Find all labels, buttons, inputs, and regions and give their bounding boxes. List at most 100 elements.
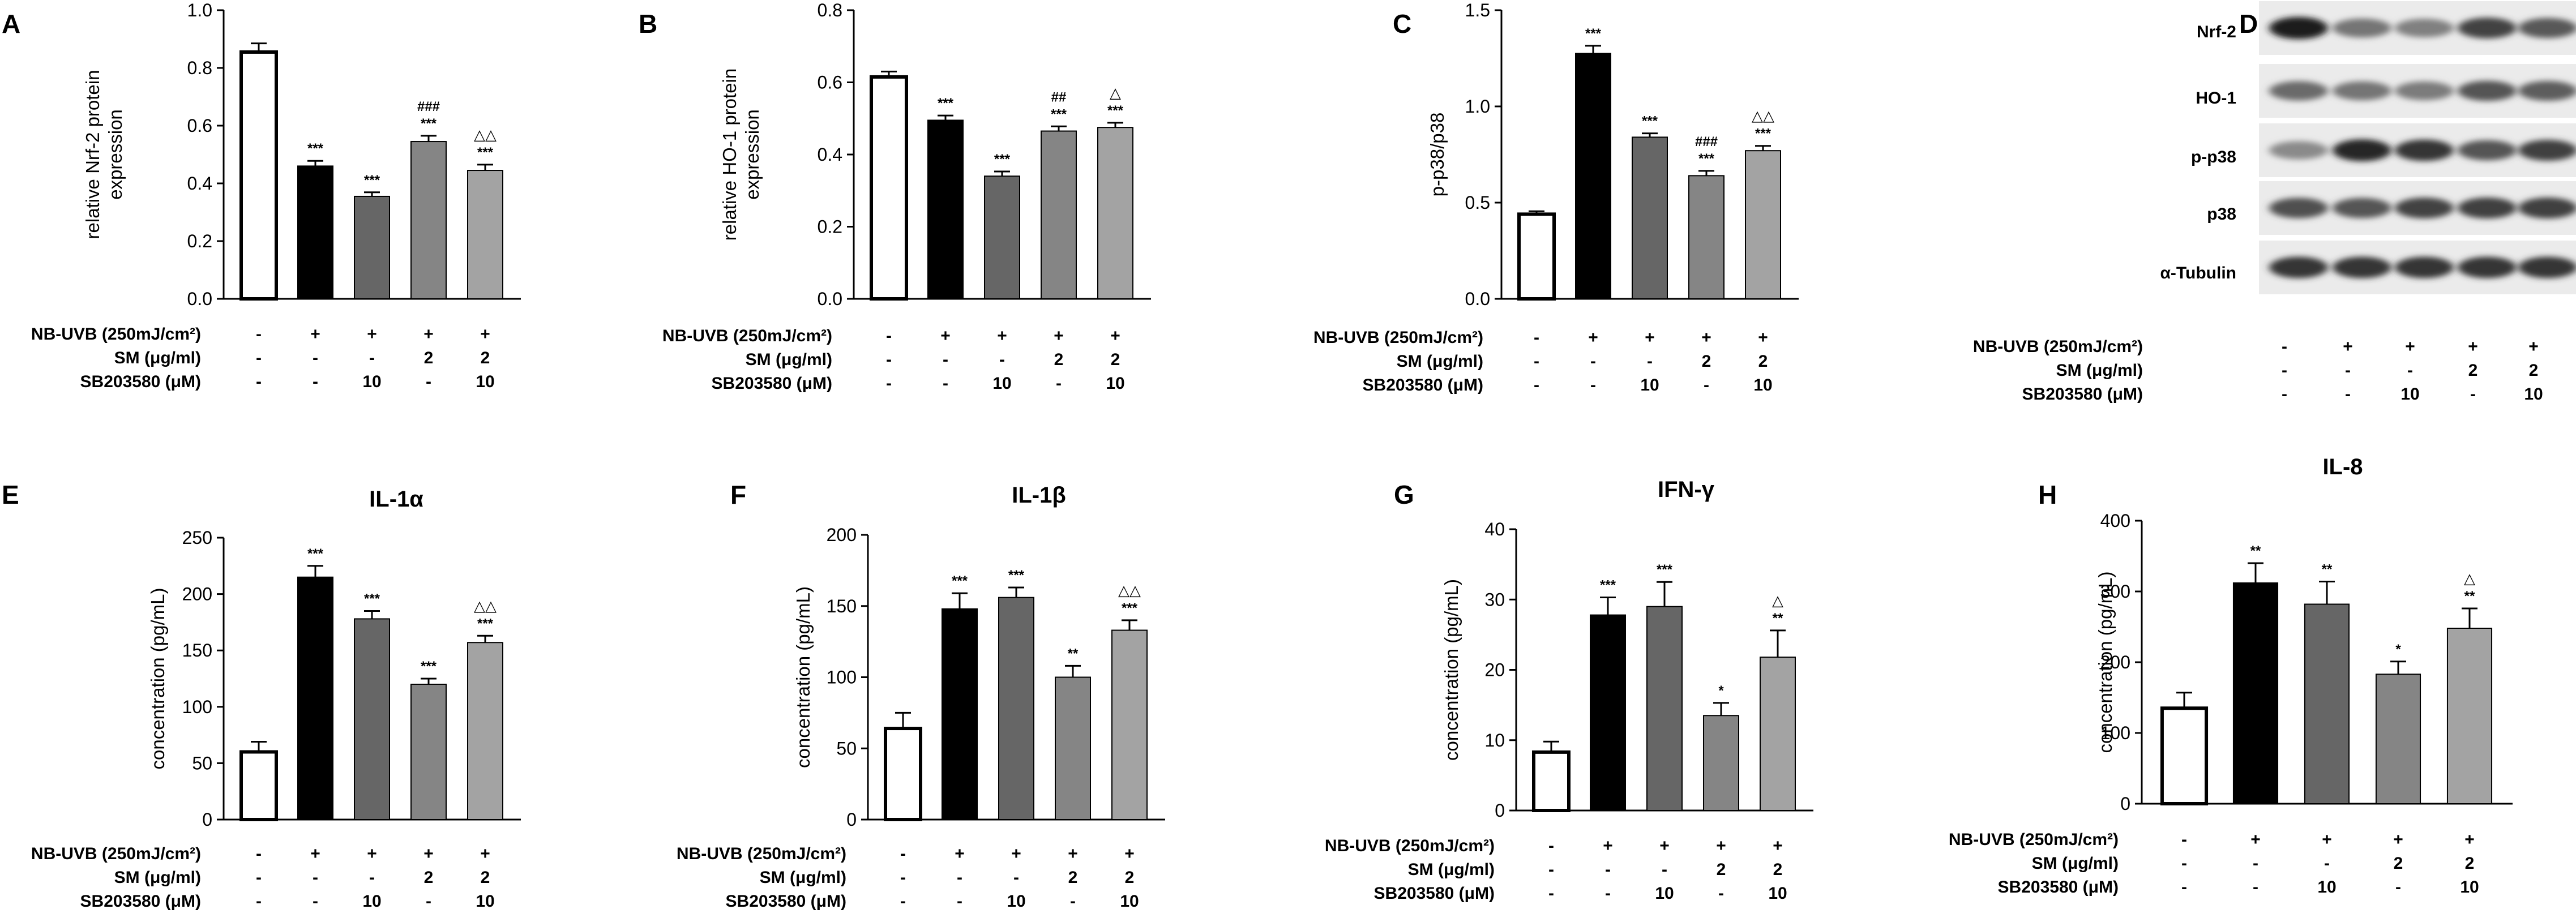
treatment-value: -	[1647, 352, 1653, 371]
bar	[1532, 750, 1571, 813]
y-tick-label: 40	[1484, 519, 1505, 539]
treatment-label: SB203580 (μM)	[80, 892, 201, 911]
bar	[1041, 130, 1077, 299]
treatment-value: 10	[1753, 376, 1772, 394]
blot-row-label-tubulin: α-Tubulin	[2160, 264, 2236, 282]
treatment-value: 10	[1768, 884, 1787, 903]
blot-treatment-value: -	[2345, 361, 2351, 380]
treatment-value: 10	[2460, 878, 2479, 897]
blot-band	[2518, 139, 2576, 161]
treatment-value: +	[423, 325, 434, 344]
treatment-value: -	[1548, 884, 1554, 903]
treatment-value: 10	[362, 892, 381, 911]
significance-label: △	[2464, 570, 2475, 587]
significance-label: ##	[1051, 89, 1067, 105]
treatment-value: -	[900, 844, 906, 863]
panel-e-chart: E IL-1α concentration (pg/mL) 0 50 100 150 200 2…	[2, 480, 521, 911]
treatment-label: SB203580 (μM)	[726, 892, 846, 911]
treatment-label: SM (μg/ml)	[2032, 854, 2119, 873]
blot-band	[2458, 140, 2517, 161]
treatment-value: 10	[2317, 878, 2336, 897]
treatment-value: -	[2181, 830, 2187, 849]
panel-letter: B	[639, 9, 657, 38]
blot-band	[2333, 198, 2391, 218]
blot-row-label-ho1: HO-1	[2196, 89, 2236, 108]
treatment-value: -	[1056, 374, 1062, 393]
treatment-value: -	[256, 844, 262, 863]
treatment-label: NB-UVB (250mJ/cm²)	[1325, 837, 1495, 855]
blot-band	[2269, 198, 2328, 218]
treatment-value: +	[1773, 837, 1783, 855]
treatment-label: SM (μg/ml)	[746, 350, 832, 369]
y-tick-label: 0.5	[1465, 192, 1490, 213]
significance-label: △	[1110, 84, 1121, 101]
treatment-value: 10	[1640, 376, 1659, 394]
y-axis-label: concentration (pg/mL)	[2095, 572, 2116, 753]
treatment-value: +	[1068, 844, 1078, 863]
blot-band	[2518, 197, 2576, 219]
y-axis-label: expression	[105, 109, 126, 200]
y-tick-label: 0.2	[187, 231, 212, 251]
treatment-value: -	[900, 868, 906, 887]
blot-band	[2458, 197, 2517, 219]
treatment-value: +	[2393, 830, 2403, 849]
treatment-value: +	[2322, 830, 2332, 849]
treatment-value: -	[313, 349, 318, 367]
treatment-value: -	[1605, 884, 1611, 903]
y-axis-label: relative Nrf-2 protein	[82, 70, 103, 239]
treatment-label: NB-UVB (250mJ/cm²)	[677, 844, 846, 863]
treatment-value: 2	[1111, 350, 1120, 369]
y-tick-label: 0.0	[187, 289, 212, 309]
treatment-value: -	[1718, 884, 1724, 903]
treatment-value: 10	[476, 372, 494, 391]
y-tick-label: 0.2	[818, 217, 842, 237]
bar	[870, 75, 908, 301]
treatment-value: -	[1013, 868, 1019, 887]
blot-treatment-value: -	[2282, 385, 2287, 404]
treatment-label: SM (μg/ml)	[114, 349, 201, 367]
y-tick-label: 0	[846, 809, 857, 830]
blot-band	[2395, 198, 2454, 218]
treatment-value: -	[1548, 860, 1554, 879]
bar	[1590, 614, 1626, 811]
bar	[884, 727, 922, 822]
treatment-value: -	[1548, 837, 1554, 855]
treatment-label: SB203580 (μM)	[1374, 884, 1495, 903]
significance-label: ***	[307, 141, 324, 156]
treatment-value: +	[1054, 327, 1064, 345]
treatment-value: -	[256, 349, 262, 367]
treatment-value: 2	[2394, 854, 2403, 873]
bar	[2304, 603, 2350, 804]
panel-letter: G	[1394, 480, 1414, 509]
y-axis-label: concentration (pg/mL)	[793, 586, 814, 768]
treatment-value: 2	[1758, 352, 1768, 371]
treatment-value: -	[1534, 376, 1539, 394]
chart-title: IL-8	[2322, 454, 2363, 479]
treatment-value: -	[1605, 860, 1611, 879]
blot-band	[2458, 256, 2517, 278]
treatment-value: 2	[1773, 860, 1783, 879]
treatment-value: -	[426, 372, 431, 391]
treatment-value: +	[367, 844, 377, 863]
significance-label: ***	[1755, 126, 1771, 141]
treatment-value: -	[1662, 860, 1667, 879]
chart-title: IL-1α	[369, 487, 423, 512]
treatment-value: -	[900, 892, 906, 911]
y-tick-label: 200	[827, 525, 857, 545]
blot-band	[2518, 256, 2576, 278]
y-tick-label: 1.0	[187, 0, 212, 20]
panel-letter: C	[1393, 9, 1411, 38]
blot-treatment-value: -	[2345, 385, 2351, 404]
panel-letter: E	[2, 480, 19, 509]
bar	[239, 750, 278, 821]
blot-row-label-p38: p38	[2207, 205, 2236, 224]
blot-band	[2395, 256, 2454, 278]
y-tick-label: 200	[182, 584, 212, 604]
treatment-value: +	[1588, 328, 1598, 347]
treatment-value: -	[313, 868, 318, 887]
significance-label: ###	[1695, 134, 1718, 149]
bar	[927, 119, 964, 299]
treatment-value: 2	[424, 349, 434, 367]
